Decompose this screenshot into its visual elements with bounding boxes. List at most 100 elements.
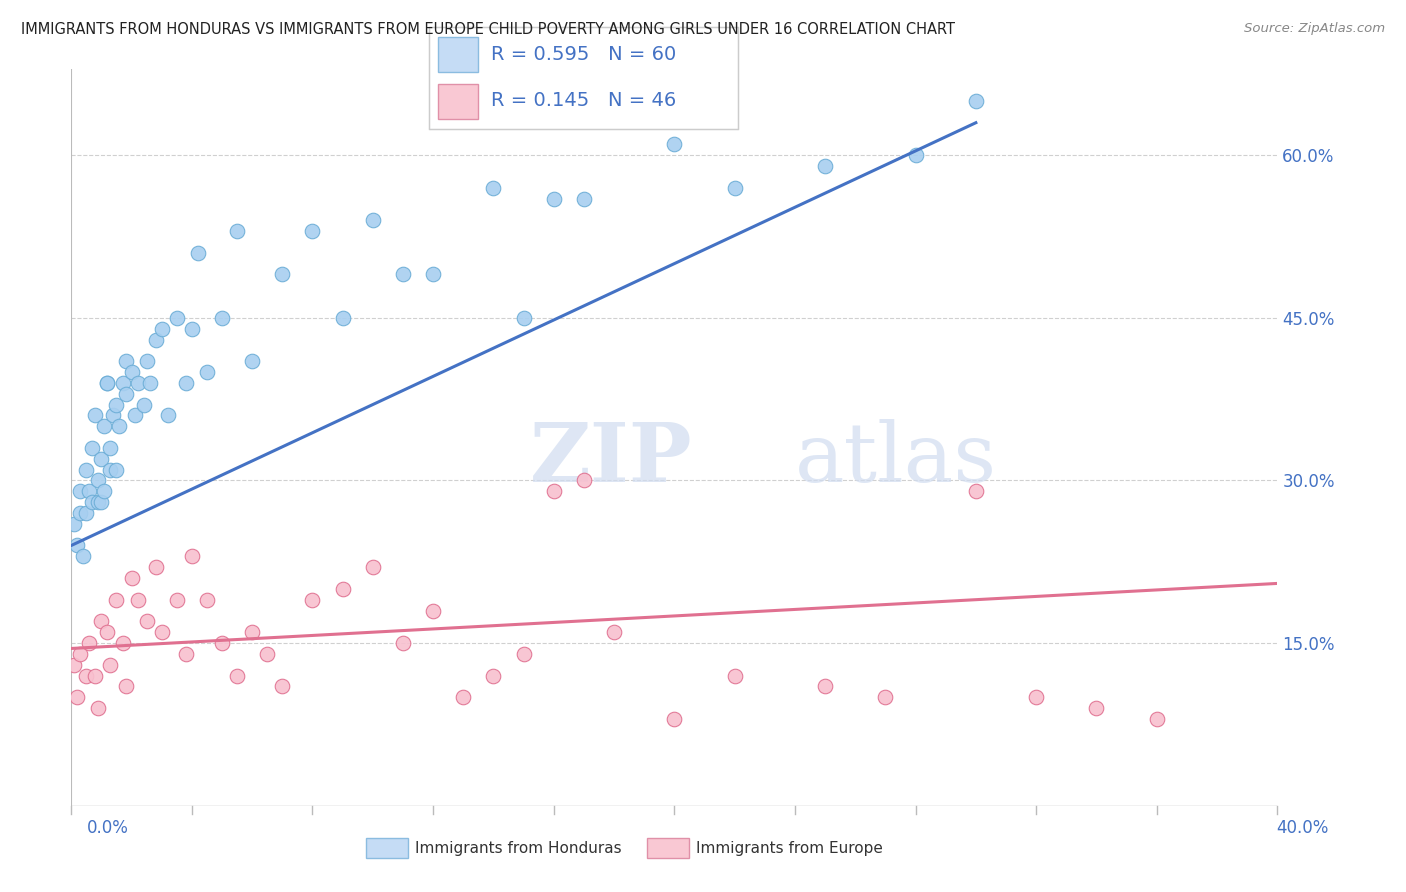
Text: Immigrants from Honduras: Immigrants from Honduras (415, 841, 621, 855)
Text: R = 0.145   N = 46: R = 0.145 N = 46 (491, 91, 676, 110)
Point (814, 680, 837, 694)
Point (180, 549, 202, 564)
Point (187, 245, 209, 260)
Point (103, 409, 125, 423)
Point (512, 310, 534, 325)
Point (75, 462, 97, 476)
Point (87, 701, 110, 715)
Bar (439, 37, 478, 72)
Text: 40.0%: 40.0% (1277, 819, 1329, 837)
Point (166, 310, 188, 325)
Point (301, 592, 323, 607)
Point (211, 636, 233, 650)
Point (132, 398, 155, 412)
Point (63, 657, 86, 672)
Text: ZIP: ZIP (530, 419, 692, 500)
Point (422, 268, 444, 282)
Point (875, 690, 897, 705)
Text: 0.0%: 0.0% (87, 819, 129, 837)
Point (512, 647, 534, 661)
Point (90, 615, 112, 629)
Point (111, 636, 134, 650)
Point (69, 484, 91, 499)
Point (79, 636, 101, 650)
Point (100, 441, 122, 455)
Point (361, 560, 384, 574)
Point (965, 94, 987, 108)
Point (82, 495, 104, 509)
Point (127, 592, 149, 607)
Point (814, 159, 837, 173)
Point (195, 365, 218, 379)
Point (96, 376, 118, 390)
Text: Source: ZipAtlas.com: Source: ZipAtlas.com (1244, 22, 1385, 36)
Point (90, 451, 112, 466)
Point (211, 310, 233, 325)
Point (1085, 701, 1108, 715)
Point (69, 647, 91, 661)
Point (114, 354, 136, 368)
Point (84, 409, 107, 423)
Point (723, 180, 745, 194)
Point (603, 625, 626, 640)
Point (105, 398, 128, 412)
Point (392, 268, 415, 282)
Point (256, 647, 278, 661)
Point (114, 386, 136, 401)
Point (135, 615, 157, 629)
Point (156, 409, 179, 423)
Point (271, 680, 294, 694)
Point (72, 549, 94, 564)
Point (226, 224, 249, 238)
Point (301, 224, 323, 238)
Point (572, 474, 595, 488)
Point (79, 484, 101, 499)
Point (145, 560, 167, 574)
Point (87, 474, 110, 488)
Point (96, 376, 118, 390)
Point (180, 321, 202, 335)
Point (664, 137, 686, 152)
Point (226, 668, 249, 682)
Point (482, 668, 505, 682)
Point (100, 462, 122, 476)
Point (135, 354, 157, 368)
Point (105, 592, 128, 607)
Point (543, 484, 565, 499)
Point (87, 495, 110, 509)
Text: atlas: atlas (794, 419, 997, 500)
Point (69, 506, 91, 520)
Point (195, 592, 218, 607)
Point (66, 690, 89, 705)
Point (965, 484, 987, 499)
Text: Immigrants from Europe: Immigrants from Europe (696, 841, 883, 855)
Point (105, 462, 128, 476)
Point (723, 668, 745, 682)
Point (174, 376, 197, 390)
Point (63, 516, 86, 531)
Point (127, 376, 149, 390)
Point (96, 625, 118, 640)
Point (124, 409, 146, 423)
Point (150, 321, 173, 335)
Point (240, 354, 263, 368)
Point (664, 712, 686, 726)
Point (138, 376, 160, 390)
Point (1146, 712, 1168, 726)
Point (108, 419, 131, 434)
Point (114, 680, 136, 694)
Point (332, 310, 354, 325)
Point (111, 376, 134, 390)
Point (121, 365, 143, 379)
Point (904, 148, 927, 162)
Point (572, 192, 595, 206)
Point (422, 603, 444, 617)
Point (75, 506, 97, 520)
Point (482, 180, 505, 194)
Point (66, 539, 89, 553)
Point (121, 571, 143, 585)
Point (543, 192, 565, 206)
Point (150, 625, 173, 640)
Point (84, 668, 107, 682)
Point (392, 636, 415, 650)
